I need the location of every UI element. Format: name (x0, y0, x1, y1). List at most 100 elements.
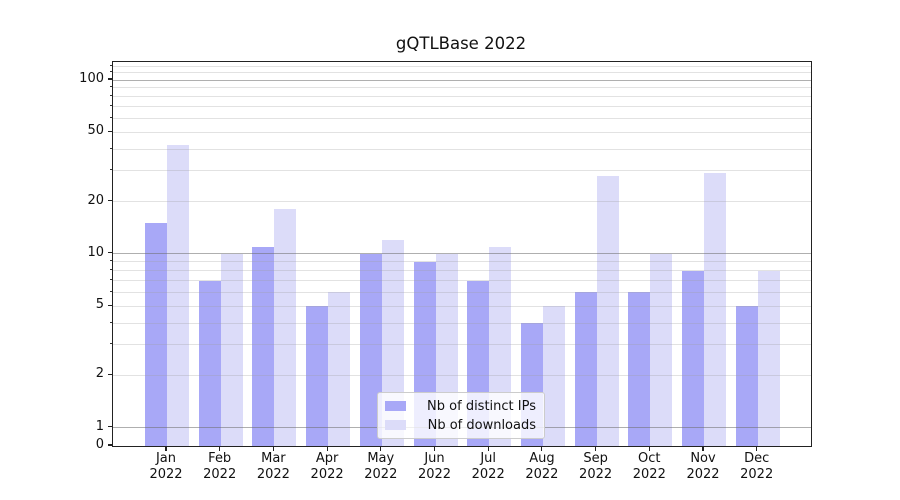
x-label-month: Aug (529, 451, 555, 466)
y-minor-tick-6 (109, 290, 112, 292)
y-minor-tick-120 (109, 64, 112, 66)
bar-nb-of-downloads-aug-2022 (542, 306, 565, 446)
y-tick-label-20: 20 (87, 192, 104, 208)
y-tick-20 (107, 199, 112, 202)
gridline-major-100 (113, 79, 811, 81)
y-tick-10 (107, 252, 112, 254)
gridline-minor-120 (113, 65, 811, 67)
x-label-month: Nov (690, 451, 716, 466)
x-label-year: 2022 (310, 466, 344, 482)
x-tick-dec (756, 446, 758, 451)
x-label-year: 2022 (686, 466, 720, 482)
bar-nb-of-distinct-ips-oct-2022 (628, 292, 651, 446)
x-tick-label-aug: Aug 2022 (514, 451, 570, 482)
x-tick-label-oct: Oct 2022 (621, 451, 677, 482)
y-tick-label-2: 2 (95, 366, 104, 382)
bar-nb-of-downloads-oct-2022 (650, 253, 673, 446)
x-label-month: Apr (315, 451, 339, 466)
gridline-minor-90 (113, 87, 811, 89)
y-minor-tick-110 (109, 71, 112, 73)
gridline-minor-80 (113, 96, 811, 98)
x-tick-nov (702, 446, 704, 451)
x-tick-label-may: May 2022 (353, 451, 409, 482)
x-label-month: May (367, 451, 395, 466)
x-label-month: Jan (155, 451, 177, 466)
y-tick-label-50: 50 (87, 123, 104, 139)
y-minor-tick-4 (109, 321, 112, 323)
x-tick-label-jun: Jun 2022 (407, 451, 463, 482)
y-minor-tick-40 (109, 147, 112, 149)
legend: Nb of distinct IPs Nb of downloads (377, 392, 545, 439)
x-tick-label-sep: Sep 2022 (568, 451, 624, 482)
x-tick-label-nov: Nov 2022 (675, 451, 731, 482)
x-tick-label-jan: Jan 2022 (138, 451, 194, 482)
y-tick-label-1: 1 (95, 418, 104, 434)
legend-entry-distinct-ips: Nb of distinct IPs (378, 398, 544, 414)
bar-nb-of-distinct-ips-jan-2022 (145, 223, 167, 446)
y-tick-1 (107, 426, 112, 428)
bar-nb-of-distinct-ips-dec-2022 (735, 306, 758, 446)
x-label-month: Mar (261, 451, 286, 466)
y-tick-0 (107, 444, 112, 446)
y-minor-tick-80 (109, 95, 112, 97)
y-minor-tick-30 (109, 169, 112, 171)
bar-nb-of-distinct-ips-mar-2022 (252, 246, 275, 446)
y-tick-50 (107, 130, 112, 132)
x-tick-aug (541, 446, 543, 451)
x-label-month: Oct (638, 451, 661, 466)
y-minor-tick-7 (109, 279, 112, 281)
x-label-year: 2022 (417, 466, 452, 482)
chart-title: gQTLBase 2022 (395, 34, 527, 53)
x-tick-may (380, 446, 382, 451)
x-label-year: 2022 (632, 466, 666, 482)
y-tick-100 (107, 78, 112, 80)
x-label-month: Jun (424, 451, 445, 466)
x-tick-jan (165, 446, 167, 451)
x-tick-jul (487, 446, 489, 451)
legend-label-distinct-ips: Nb of distinct IPs (427, 398, 536, 414)
y-minor-tick-8 (109, 269, 112, 271)
plot-area: Nb of distinct IPs Nb of downloads (112, 61, 812, 447)
x-label-month: Dec (744, 451, 770, 466)
y-minor-tick-9 (109, 260, 112, 262)
bar-nb-of-downloads-sep-2022 (596, 176, 619, 446)
x-label-year: 2022 (740, 466, 774, 482)
x-label-year: 2022 (525, 466, 559, 482)
bar-nb-of-downloads-dec-2022 (757, 270, 780, 446)
bar-nb-of-downloads-nov-2022 (704, 173, 726, 446)
gridline-minor-70 (113, 106, 811, 108)
x-label-month: Jul (480, 451, 497, 466)
x-label-year: 2022 (149, 466, 183, 482)
y-minor-tick-3 (109, 343, 112, 345)
x-label-month: Feb (208, 451, 232, 466)
x-label-year: 2022 (364, 466, 398, 482)
y-tick-2 (107, 373, 112, 375)
bar-nb-of-distinct-ips-feb-2022 (198, 280, 221, 446)
x-tick-mar (272, 446, 274, 451)
x-label-year: 2022 (579, 466, 613, 482)
x-label-year: 2022 (256, 466, 290, 482)
x-tick-apr (326, 446, 328, 451)
legend-swatch-distinct-ips (385, 400, 406, 412)
x-tick-oct (648, 446, 650, 451)
x-tick-label-feb: Feb 2022 (192, 451, 248, 482)
y-minor-tick-90 (109, 86, 112, 88)
gridline-minor-60 (113, 118, 811, 120)
bar-nb-of-downloads-mar-2022 (274, 209, 297, 446)
bar-nb-of-downloads-jan-2022 (167, 145, 189, 446)
x-label-year: 2022 (203, 466, 237, 482)
x-tick-sep (595, 446, 597, 451)
bar-nb-of-distinct-ips-nov-2022 (682, 270, 704, 446)
y-tick-5 (107, 304, 112, 306)
x-tick-label-apr: Apr 2022 (299, 451, 355, 482)
x-tick-label-dec: Dec 2022 (729, 451, 785, 482)
legend-entry-downloads: Nb of downloads (378, 417, 544, 433)
x-label-year: 2022 (471, 466, 505, 482)
bar-nb-of-downloads-feb-2022 (220, 253, 243, 446)
gridline-minor-110 (113, 72, 811, 74)
x-label-month: Sep (583, 451, 608, 466)
y-tick-label-100: 100 (79, 71, 104, 86)
gridline-minor-40 (113, 148, 811, 150)
bar-nb-of-distinct-ips-may-2022 (359, 253, 382, 446)
